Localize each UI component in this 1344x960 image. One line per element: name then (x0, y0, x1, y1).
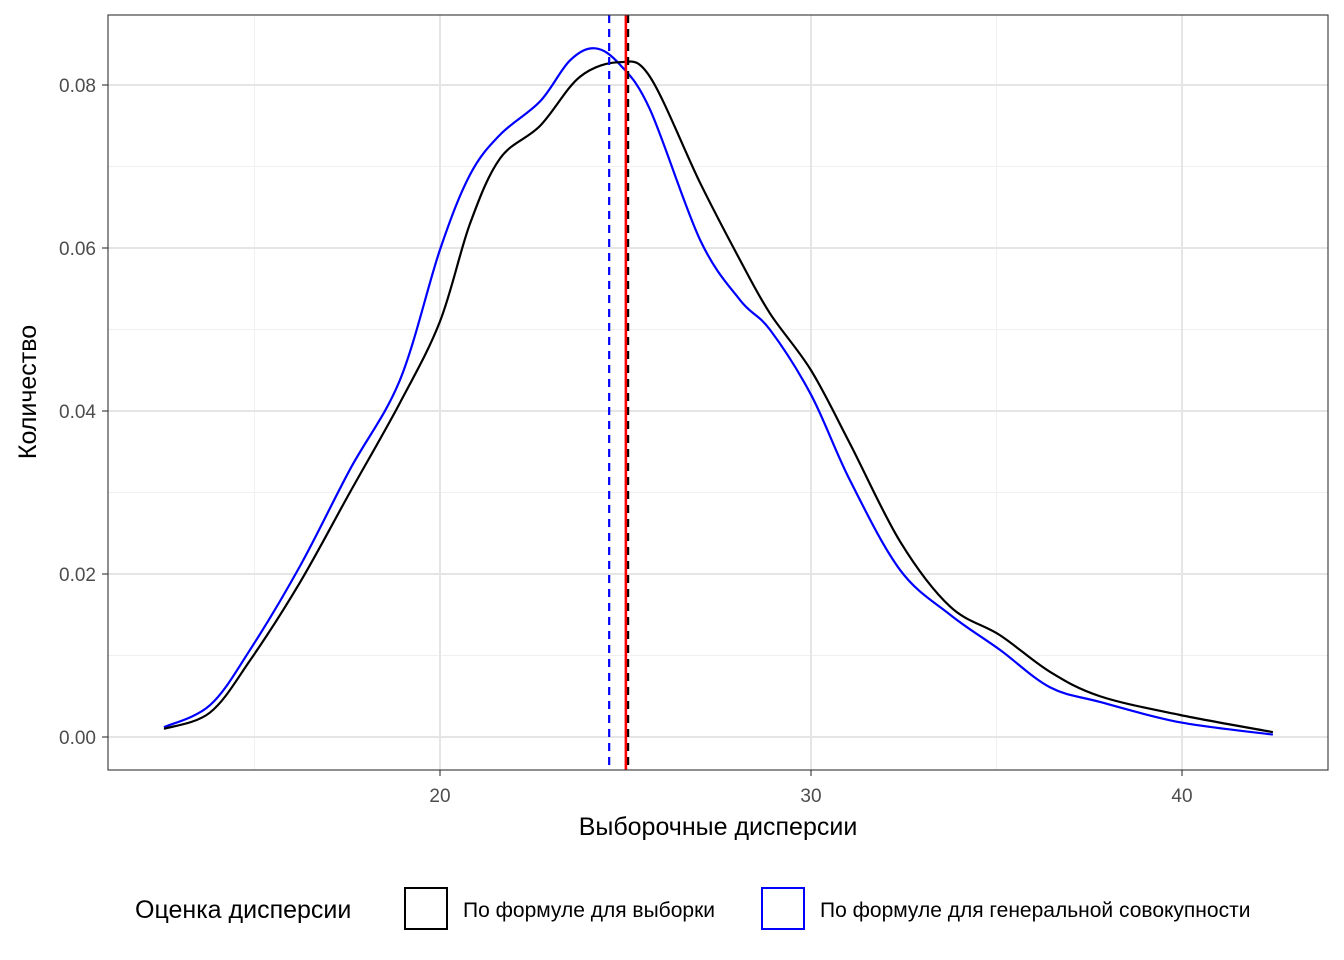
legend-title: Оценка дисперсии (135, 896, 351, 924)
x-tick-label: 30 (800, 786, 821, 807)
y-tick-label: 0.06 (59, 239, 96, 260)
panel-border (107, 14, 1329, 771)
y-tick-label: 0.02 (59, 565, 96, 586)
y-tick-label: 0.08 (59, 76, 96, 97)
y-axis-label: Количество (14, 325, 42, 459)
x-axis-label: Выборочные дисперсии (579, 813, 858, 841)
legend: Оценка дисперсии По формуле для выборки … (135, 887, 1250, 930)
legend-key-population (761, 887, 805, 930)
density-curve-sample (163, 60, 1274, 734)
curves (163, 47, 1274, 736)
legend-label-population: По формуле для генеральной совокупности (820, 899, 1250, 922)
y-tick-label: 0.00 (59, 728, 96, 749)
legend-key-sample (404, 887, 448, 930)
density-curve-population (163, 47, 1274, 736)
panel-background (108, 15, 1328, 770)
ticks: 20 30 40 0.00 0.02 0.04 0.06 0.08 (59, 76, 1193, 807)
x-tick-label: 20 (429, 786, 450, 807)
vlines (608, 15, 630, 770)
grid (108, 15, 1328, 770)
legend-label-sample: По формуле для выборки (463, 899, 715, 922)
y-tick-label: 0.04 (59, 402, 96, 423)
x-tick-label: 40 (1171, 786, 1192, 807)
